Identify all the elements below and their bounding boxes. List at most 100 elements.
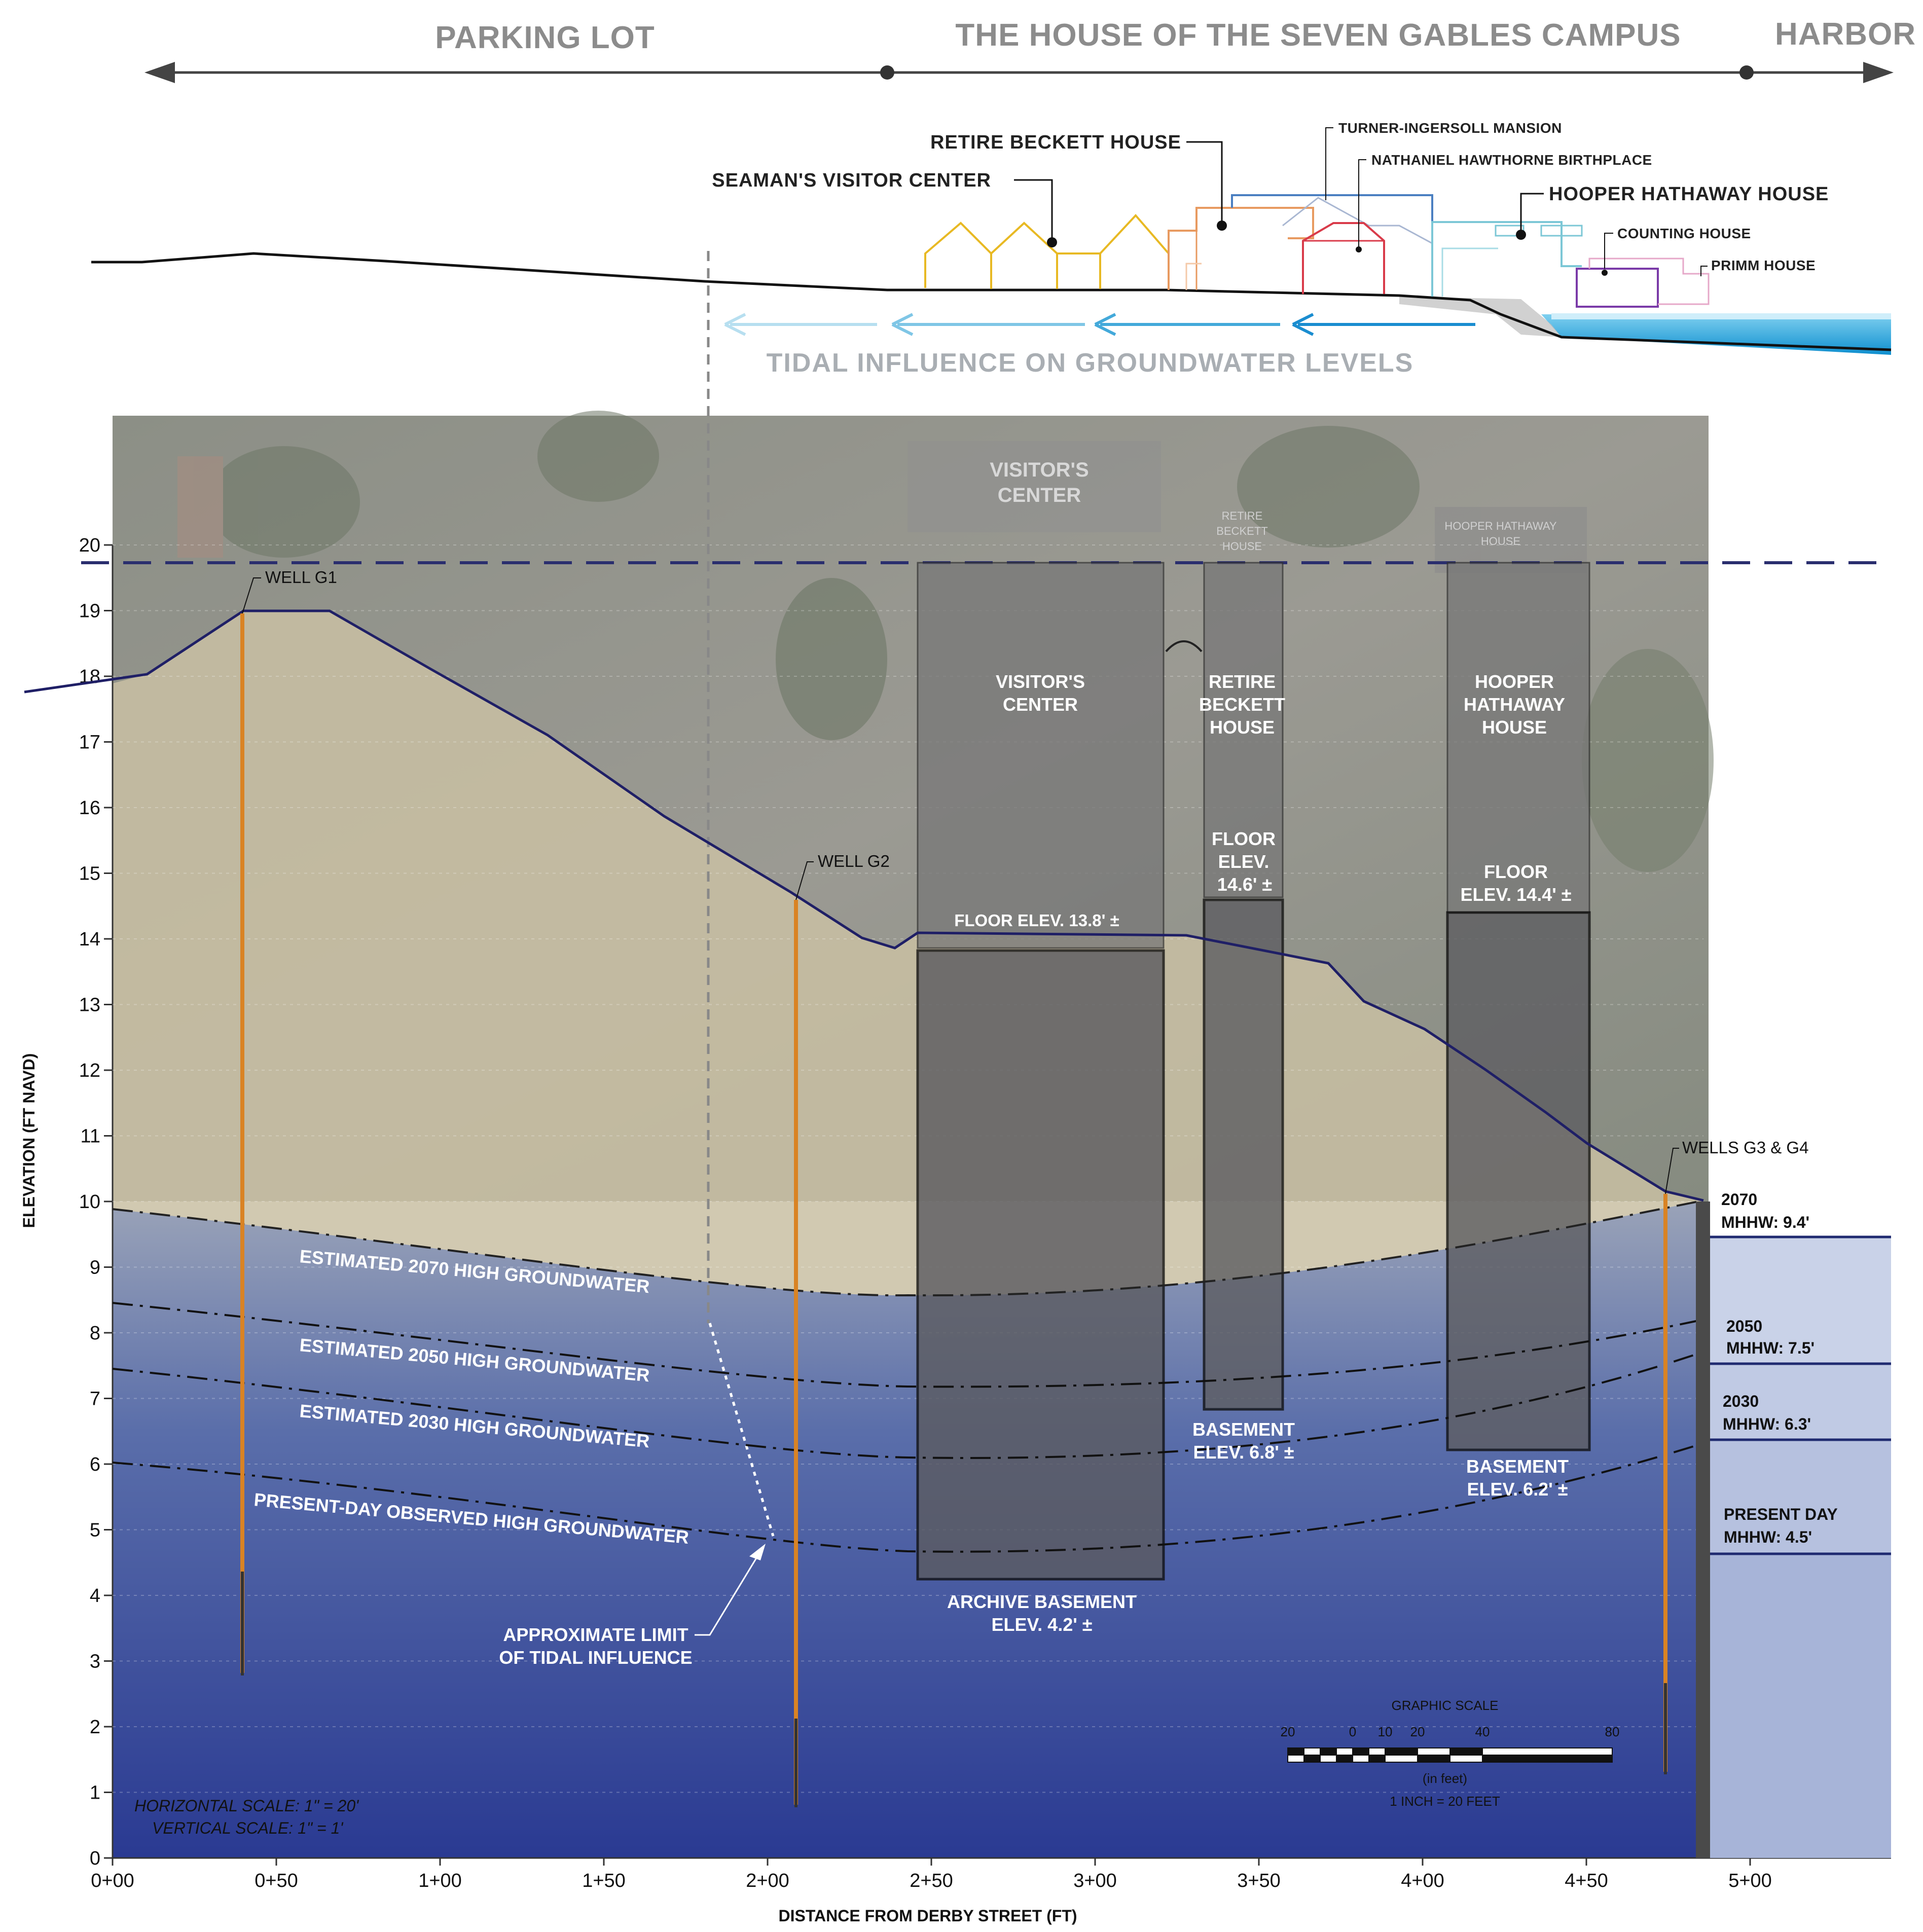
wells: WELL G1 WELL G2 WELLS G3 & G4 [240, 568, 1808, 1807]
hooper-hathaway-upper [1446, 562, 1590, 914]
graphic-scale-bar [1287, 1747, 1613, 1763]
aerial-label-visitors-center: CENTER [998, 484, 1081, 506]
label-tidal-influence: TIDAL INFLUENCE ON GROUNDWATER LEVELS [767, 348, 1414, 378]
harbor-water-surface [1551, 313, 1891, 319]
label-2030-year: 2030 [1723, 1392, 1759, 1410]
y-tick-label: 14 [79, 929, 100, 950]
arrow-left-icon [724, 313, 746, 336]
rb-basement-label: BASEMENT [1192, 1419, 1295, 1440]
hh-basement-elev: ELEV. 6.2' ± [1467, 1479, 1568, 1500]
hh-basement-label: BASEMENT [1466, 1456, 1569, 1477]
vc-floor-elev: FLOOR ELEV. 13.8' ± [954, 911, 1119, 930]
leader-line [1014, 179, 1053, 238]
x-tick-label: 1+00 [418, 1870, 462, 1891]
aerial-labels: VISITOR'S CENTER RETIRE BECKETT HOUSE HO… [990, 459, 1557, 553]
y-tick-label: 9 [90, 1257, 100, 1279]
graphic-scale-segment [1320, 1755, 1337, 1763]
visitor-center-gable [924, 222, 992, 289]
aerial-label-hooper-hathaway: HOUSE [1481, 535, 1520, 548]
x-tick-label: 0+50 [255, 1870, 298, 1891]
groundwater-region [113, 1201, 1698, 1858]
arrow-right-icon [1863, 62, 1894, 83]
rb-floor-label: FLOOR [1212, 828, 1276, 849]
harbor-water [1541, 314, 1891, 355]
leader-line [1665, 1148, 1679, 1194]
gw-line-2070 [112, 1200, 1699, 1297]
aerial-roof [908, 441, 1161, 532]
graphic-scale-segment [1336, 1755, 1353, 1763]
leader-line [1700, 266, 1708, 276]
graphic-scale-segment [1385, 1747, 1418, 1756]
ground-surface-profile [24, 609, 1704, 1202]
street-elevation: RETIRE BECKETT HOUSE TURNER-INGERSOLL MA… [91, 120, 1892, 378]
x-tick-label: 4+50 [1565, 1870, 1608, 1891]
leader-dot [1356, 246, 1362, 252]
leader-line [1358, 159, 1366, 247]
label-2070-year: 2070 [1721, 1190, 1757, 1209]
graphic-scale-segment [1287, 1755, 1304, 1763]
scale-notes: HORIZONTAL SCALE: 1" = 20' VERTICAL SCAL… [134, 1797, 359, 1837]
graphic-scale-segment [1336, 1747, 1353, 1756]
y-tick-label: 16 [79, 797, 100, 819]
rb-label: RETIRE [1209, 671, 1276, 692]
graphic-scale-tick: 20 [1410, 1724, 1425, 1739]
label-seamans-visitor-center: SEAMAN'S VISITOR CENTER [712, 170, 991, 191]
tide-band [1710, 1554, 1891, 1858]
graphic-scale-segment [1352, 1747, 1369, 1756]
aerial-tree [208, 446, 360, 558]
arrow-left-icon [1094, 313, 1116, 336]
arrow-left-icon [144, 62, 175, 83]
graphic-scale-tick: 80 [1605, 1724, 1620, 1739]
zone-parking-lot: PARKING LOT [435, 20, 655, 55]
rb-floor-label: ELEV. [1218, 851, 1269, 872]
hooper-hathaway-window [1540, 225, 1583, 237]
retire-beckett-basement [1203, 898, 1284, 1411]
turner-ingersoll-outline [1282, 197, 1433, 244]
y-tick-label: 1 [90, 1782, 100, 1804]
graphic-scale-segment [1482, 1755, 1613, 1763]
label-primm-house: PRIMM HOUSE [1711, 258, 1816, 273]
gw-line-2030 [112, 1353, 1699, 1459]
label-present-mhhw: MHHW: 4.5' [1724, 1528, 1812, 1546]
leader-line [1325, 127, 1333, 200]
rb-label: HOUSE [1210, 717, 1275, 738]
zone-divider-dot [1739, 65, 1754, 80]
arrow-left-icon [891, 313, 914, 336]
x-tick-label: 3+50 [1237, 1870, 1281, 1891]
x-axis: 0+00 0+50 1+00 1+50 2+00 2+50 3+00 3+50 4+00 4+50… [91, 1857, 1891, 1925]
vc-basement-elev: ELEV. 4.2' ± [991, 1614, 1092, 1635]
aerial-tree [537, 411, 659, 502]
label-present-year: PRESENT DAY [1724, 1505, 1838, 1523]
label-hawthorne-birthplace: NATHANIEL HAWTHORNE BIRTHPLACE [1371, 152, 1652, 168]
y-tick-label: 8 [90, 1323, 100, 1344]
tidal-limit-leader [695, 1551, 761, 1636]
y-tick-label: 19 [79, 601, 100, 622]
y-axis-title: ELEVATION (FT NAVD) [20, 1053, 38, 1228]
x-ticks: 0+00 0+50 1+00 1+50 2+00 2+50 3+00 3+50 4+00 4+50… [91, 1858, 1772, 1891]
vc-label: VISITOR'S [996, 671, 1085, 692]
label-2050-mhhw: MHHW: 7.5' [1726, 1339, 1815, 1357]
graphic-scale-segment [1449, 1747, 1483, 1756]
y-tick-label: 13 [79, 995, 100, 1016]
hawthorne-birthplace-outline [1302, 222, 1385, 294]
y-tick-label: 12 [79, 1060, 100, 1081]
hh-floor-elev: ELEV. 14.4' ± [1460, 884, 1571, 905]
zone-divider-dot [880, 65, 894, 80]
label-2030-mhhw: MHHW: 6.3' [1723, 1415, 1811, 1433]
seawall [1696, 1201, 1710, 1858]
label-turner-ingersoll: TURNER-INGERSOLL MANSION [1338, 120, 1562, 136]
graphic-scale-segment [1287, 1747, 1304, 1756]
x-tick-label: 1+50 [582, 1870, 626, 1891]
graphic-scale-segment [1303, 1755, 1321, 1763]
aerial-label-retire-beckett: RETIRE [1222, 509, 1263, 522]
tide-band [1710, 1440, 1891, 1554]
leader-dot [1602, 270, 1608, 276]
arrow-left-icon [1292, 313, 1314, 336]
label-tidal-limit: APPROXIMATE LIMIT [503, 1624, 688, 1645]
sea-wall [1399, 297, 1562, 337]
label-2070-mhhw: MHHW: 9.4' [1721, 1213, 1809, 1231]
graphic-scale-segment [1368, 1755, 1386, 1763]
retire-beckett-upper [1203, 562, 1284, 898]
leader-line [242, 577, 261, 614]
x-tick-label: 3+00 [1073, 1870, 1117, 1891]
